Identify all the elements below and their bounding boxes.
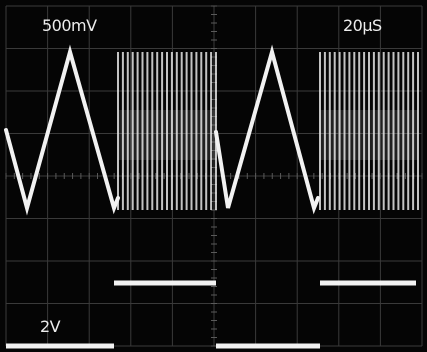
triangle-wave-segment [4,44,120,216]
burst-haze [118,110,216,160]
channel1-volts-per-div-readout: 500mV [42,16,97,35]
burst-haze [320,110,418,160]
ch1-sine-burst-trace [117,52,419,210]
ch2-square-wave-trace [6,280,416,349]
channel2-volts-per-div-readout: 2V [40,317,61,336]
triangle-wave-segment [214,44,320,215]
timebase-readout: 20µS [343,16,382,35]
ch1-triangle-trace [4,44,320,216]
